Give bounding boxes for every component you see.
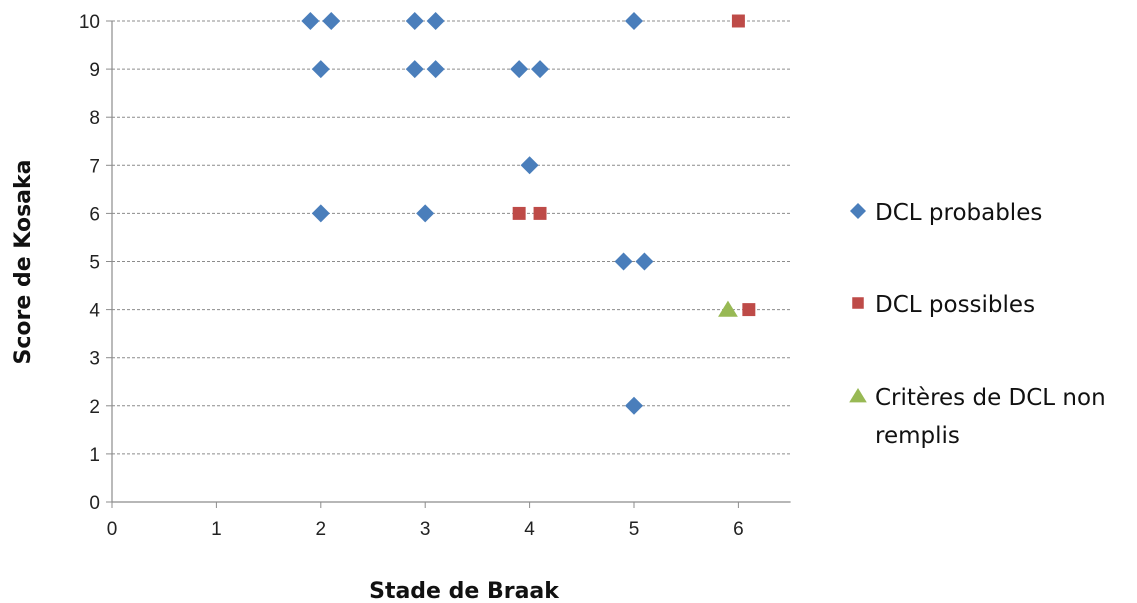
data-point-diamond <box>405 12 424 30</box>
data-point-square <box>731 14 745 28</box>
legend: DCL probables DCL possibles Critères de DC… <box>849 200 1106 449</box>
data-point-diamond <box>426 60 445 79</box>
y-tick-label: 5 <box>89 253 100 274</box>
data-point-diamond <box>510 60 529 79</box>
data-points <box>301 12 756 415</box>
y-tick-label: 0 <box>89 493 100 514</box>
x-tick-label: 3 <box>420 519 431 540</box>
data-point-diamond <box>614 252 633 271</box>
legend-label: Critères de DCL non <box>875 385 1106 411</box>
x-axis-title: Stade de Braak <box>369 579 560 603</box>
data-point-diamond <box>625 396 643 415</box>
data-point-diamond <box>311 60 330 79</box>
y-tick-label: 4 <box>89 301 100 322</box>
data-point-diamond <box>405 60 424 79</box>
x-tick-label: 6 <box>733 519 744 540</box>
y-tick-label: 8 <box>89 108 100 129</box>
axes <box>106 20 791 508</box>
data-point-diamond <box>520 156 539 175</box>
data-point-square <box>533 206 547 220</box>
y-tick-label: 10 <box>79 12 100 33</box>
data-point-triangle <box>718 300 738 317</box>
data-point-diamond <box>625 12 643 30</box>
y-tick-label: 1 <box>89 445 100 466</box>
data-point-diamond <box>311 204 330 223</box>
data-point-diamond <box>635 252 654 271</box>
x-tick-label: 2 <box>316 519 327 540</box>
y-tick-label: 3 <box>89 349 100 370</box>
y-tick-label: 2 <box>89 397 100 418</box>
data-point-diamond <box>416 204 435 223</box>
data-point-diamond <box>322 12 341 30</box>
data-point-diamond <box>301 12 320 30</box>
x-tick-label: 4 <box>524 519 535 540</box>
x-tick-label: 1 <box>211 519 222 540</box>
legend-label: DCL possibles <box>875 292 1035 318</box>
y-axis-title: Score de Kosaka <box>11 160 36 365</box>
y-tick-label: 9 <box>89 60 100 81</box>
data-point-diamond <box>426 12 445 30</box>
grid-lines <box>112 20 791 455</box>
data-point-square <box>512 206 526 220</box>
legend-marker-diamond <box>850 203 866 219</box>
data-point-diamond <box>531 60 550 79</box>
legend-label: DCL probables <box>875 200 1042 226</box>
x-tick-label: 5 <box>629 519 640 540</box>
y-tick-label: 7 <box>89 156 100 177</box>
x-tick-label: 0 <box>107 519 118 540</box>
legend-marker-square <box>852 297 864 309</box>
tick-labels: 0 1 2 3 4 5 6 7 8 9 10 0 1 2 3 4 5 6 <box>79 12 744 540</box>
legend-marker-triangle <box>849 388 867 403</box>
data-point-square <box>742 303 756 317</box>
y-tick-label: 6 <box>89 204 100 225</box>
legend-label: remplis <box>875 423 960 449</box>
